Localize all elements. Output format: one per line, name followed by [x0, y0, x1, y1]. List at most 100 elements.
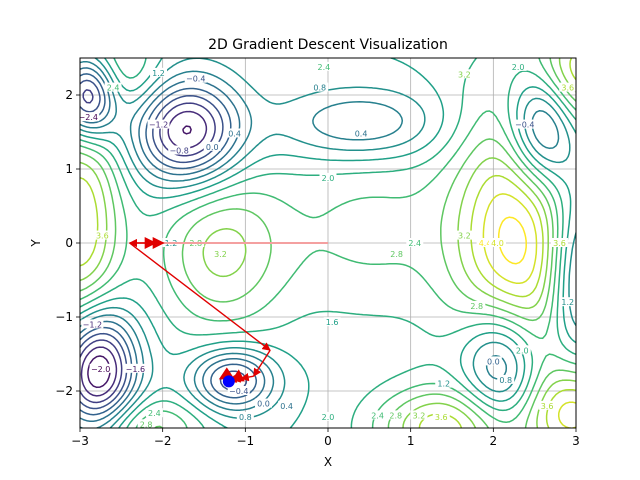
- contour-label-bg: [455, 69, 473, 79]
- contour-label: 2.0: [516, 346, 529, 355]
- contour-label-bg: [488, 238, 506, 247]
- contour-level-line: [87, 125, 192, 389]
- contour-label-bg: [93, 230, 111, 240]
- contour-label-bg: [137, 419, 155, 428]
- contour-label-bg: [410, 410, 428, 420]
- contour-label-bg: [550, 238, 568, 247]
- contour-label-bg: [89, 363, 112, 373]
- contour-label-bg: [509, 61, 527, 71]
- contour-label-bg: [435, 378, 453, 388]
- contour-label: 2.8: [470, 302, 483, 311]
- descent-step-arrow: [253, 349, 271, 377]
- contour-label-bg: [468, 300, 486, 310]
- contour-label-bg: [184, 73, 207, 83]
- contour-label: 0.4: [280, 402, 293, 411]
- y-tick-label: 1: [65, 162, 73, 176]
- contour-label-bg: [323, 317, 341, 327]
- x-axis-label: X: [324, 455, 332, 469]
- contour-label: −2.0: [91, 365, 110, 374]
- contour-label: 2.4: [107, 84, 120, 93]
- contour-label: 3.2: [413, 411, 426, 420]
- contour-label-bg: [315, 61, 333, 71]
- contour-label-bg: [352, 128, 370, 138]
- contour-label: 3.6: [435, 413, 448, 422]
- contour-label: 3.2: [458, 70, 471, 79]
- contour-label: 1.2: [152, 69, 165, 78]
- contour-label: 2.0: [322, 174, 335, 183]
- descent-step-arrow: [240, 372, 254, 382]
- contour-label-bg: [476, 238, 494, 247]
- contour-label-bg: [311, 82, 329, 92]
- contour-label-bg: [559, 297, 576, 307]
- contour-label: 2.8: [390, 250, 403, 259]
- contour-label: 1.2: [561, 298, 574, 307]
- y-axis-label: Y: [29, 239, 43, 248]
- contour-label: 0.8: [499, 376, 512, 385]
- x-tick-label: 0: [324, 434, 332, 448]
- contour-level-line: [497, 216, 527, 265]
- contour-label-bg: [236, 411, 254, 421]
- descent-step-arrow: [129, 242, 271, 351]
- contour-label-bg: [497, 374, 515, 384]
- contour-label: 0.0: [206, 143, 219, 152]
- start-marker: [144, 237, 165, 249]
- contour-label-bg: [203, 141, 221, 151]
- x-tick-label: 2: [490, 434, 498, 448]
- contour-level-line: [482, 193, 576, 428]
- contour-label: 2.8: [389, 411, 402, 420]
- contour-label: 0.0: [257, 400, 270, 409]
- contour-label-bg: [147, 119, 170, 129]
- contour-label-bg: [104, 82, 122, 92]
- y-tick-label: 0: [65, 236, 73, 250]
- contour-label: 3.6: [553, 239, 566, 248]
- contour-label: 3.6: [541, 402, 554, 411]
- contour-label: 2.0: [512, 63, 525, 72]
- chart-title: 2D Gradient Descent Visualization: [208, 37, 448, 53]
- contour-label-bg: [80, 112, 100, 122]
- contour-label: 4.0: [491, 239, 504, 248]
- contour-label-bg: [484, 356, 502, 366]
- contour-level-line: [80, 58, 576, 428]
- contour-label: −0.4: [186, 75, 205, 84]
- contour-label: 4.4: [479, 239, 492, 248]
- contour-label-bg: [168, 145, 191, 155]
- contour-label-bg: [319, 411, 337, 421]
- contour-label: 2.8: [140, 420, 153, 429]
- contour-label: 0.8: [239, 413, 252, 422]
- x-tick-label: 3: [572, 434, 580, 448]
- contour-label: 1.6: [326, 318, 339, 327]
- x-axis-ticks: −3 −2 −1 0 1 2 3: [71, 428, 580, 448]
- contour-label: 3.6: [96, 232, 109, 241]
- contour-labels: −0.4 −1.2 −0.8 0.0 0.4 2.4 0.8 0.4 2.0 3.2 2.8 2.4 1…: [80, 61, 576, 429]
- contour-level-line: [80, 58, 576, 428]
- contour-label: −0.8: [169, 147, 188, 156]
- contour-label: 2.4: [371, 411, 384, 420]
- contour-label-bg: [212, 249, 230, 259]
- contour-label: 1.2: [437, 380, 450, 389]
- contour-label-bg: [124, 363, 147, 373]
- contour-label: 2.4: [408, 239, 421, 248]
- contour-label-bg: [432, 411, 450, 421]
- contour-label-bg: [559, 82, 576, 92]
- contour-label-bg: [226, 128, 244, 138]
- contour-label-bg: [278, 400, 296, 410]
- contour-label: 3.6: [561, 84, 574, 93]
- contour-label-bg: [513, 345, 531, 355]
- x-tick-label: 1: [407, 434, 415, 448]
- y-axis-ticks: −2 −1 0 1 2: [55, 88, 80, 398]
- contour-label-bg: [538, 400, 556, 410]
- end-marker: [222, 375, 235, 388]
- contour-label: −0.4: [515, 121, 534, 130]
- y-tick-label: −1: [55, 310, 73, 324]
- contour-level-line: [80, 58, 576, 428]
- contour-label-bg: [455, 230, 473, 240]
- contour-label-bg: [388, 249, 406, 259]
- contour-label: 3.2: [214, 250, 227, 259]
- contour-label: 2.4: [317, 63, 330, 72]
- contour-label: −1.2: [83, 320, 102, 329]
- contour-label: 0.0: [487, 357, 500, 366]
- contour-label-bg: [406, 238, 424, 247]
- contour-label-bg: [145, 408, 163, 418]
- contour-label: 0.4: [228, 129, 241, 138]
